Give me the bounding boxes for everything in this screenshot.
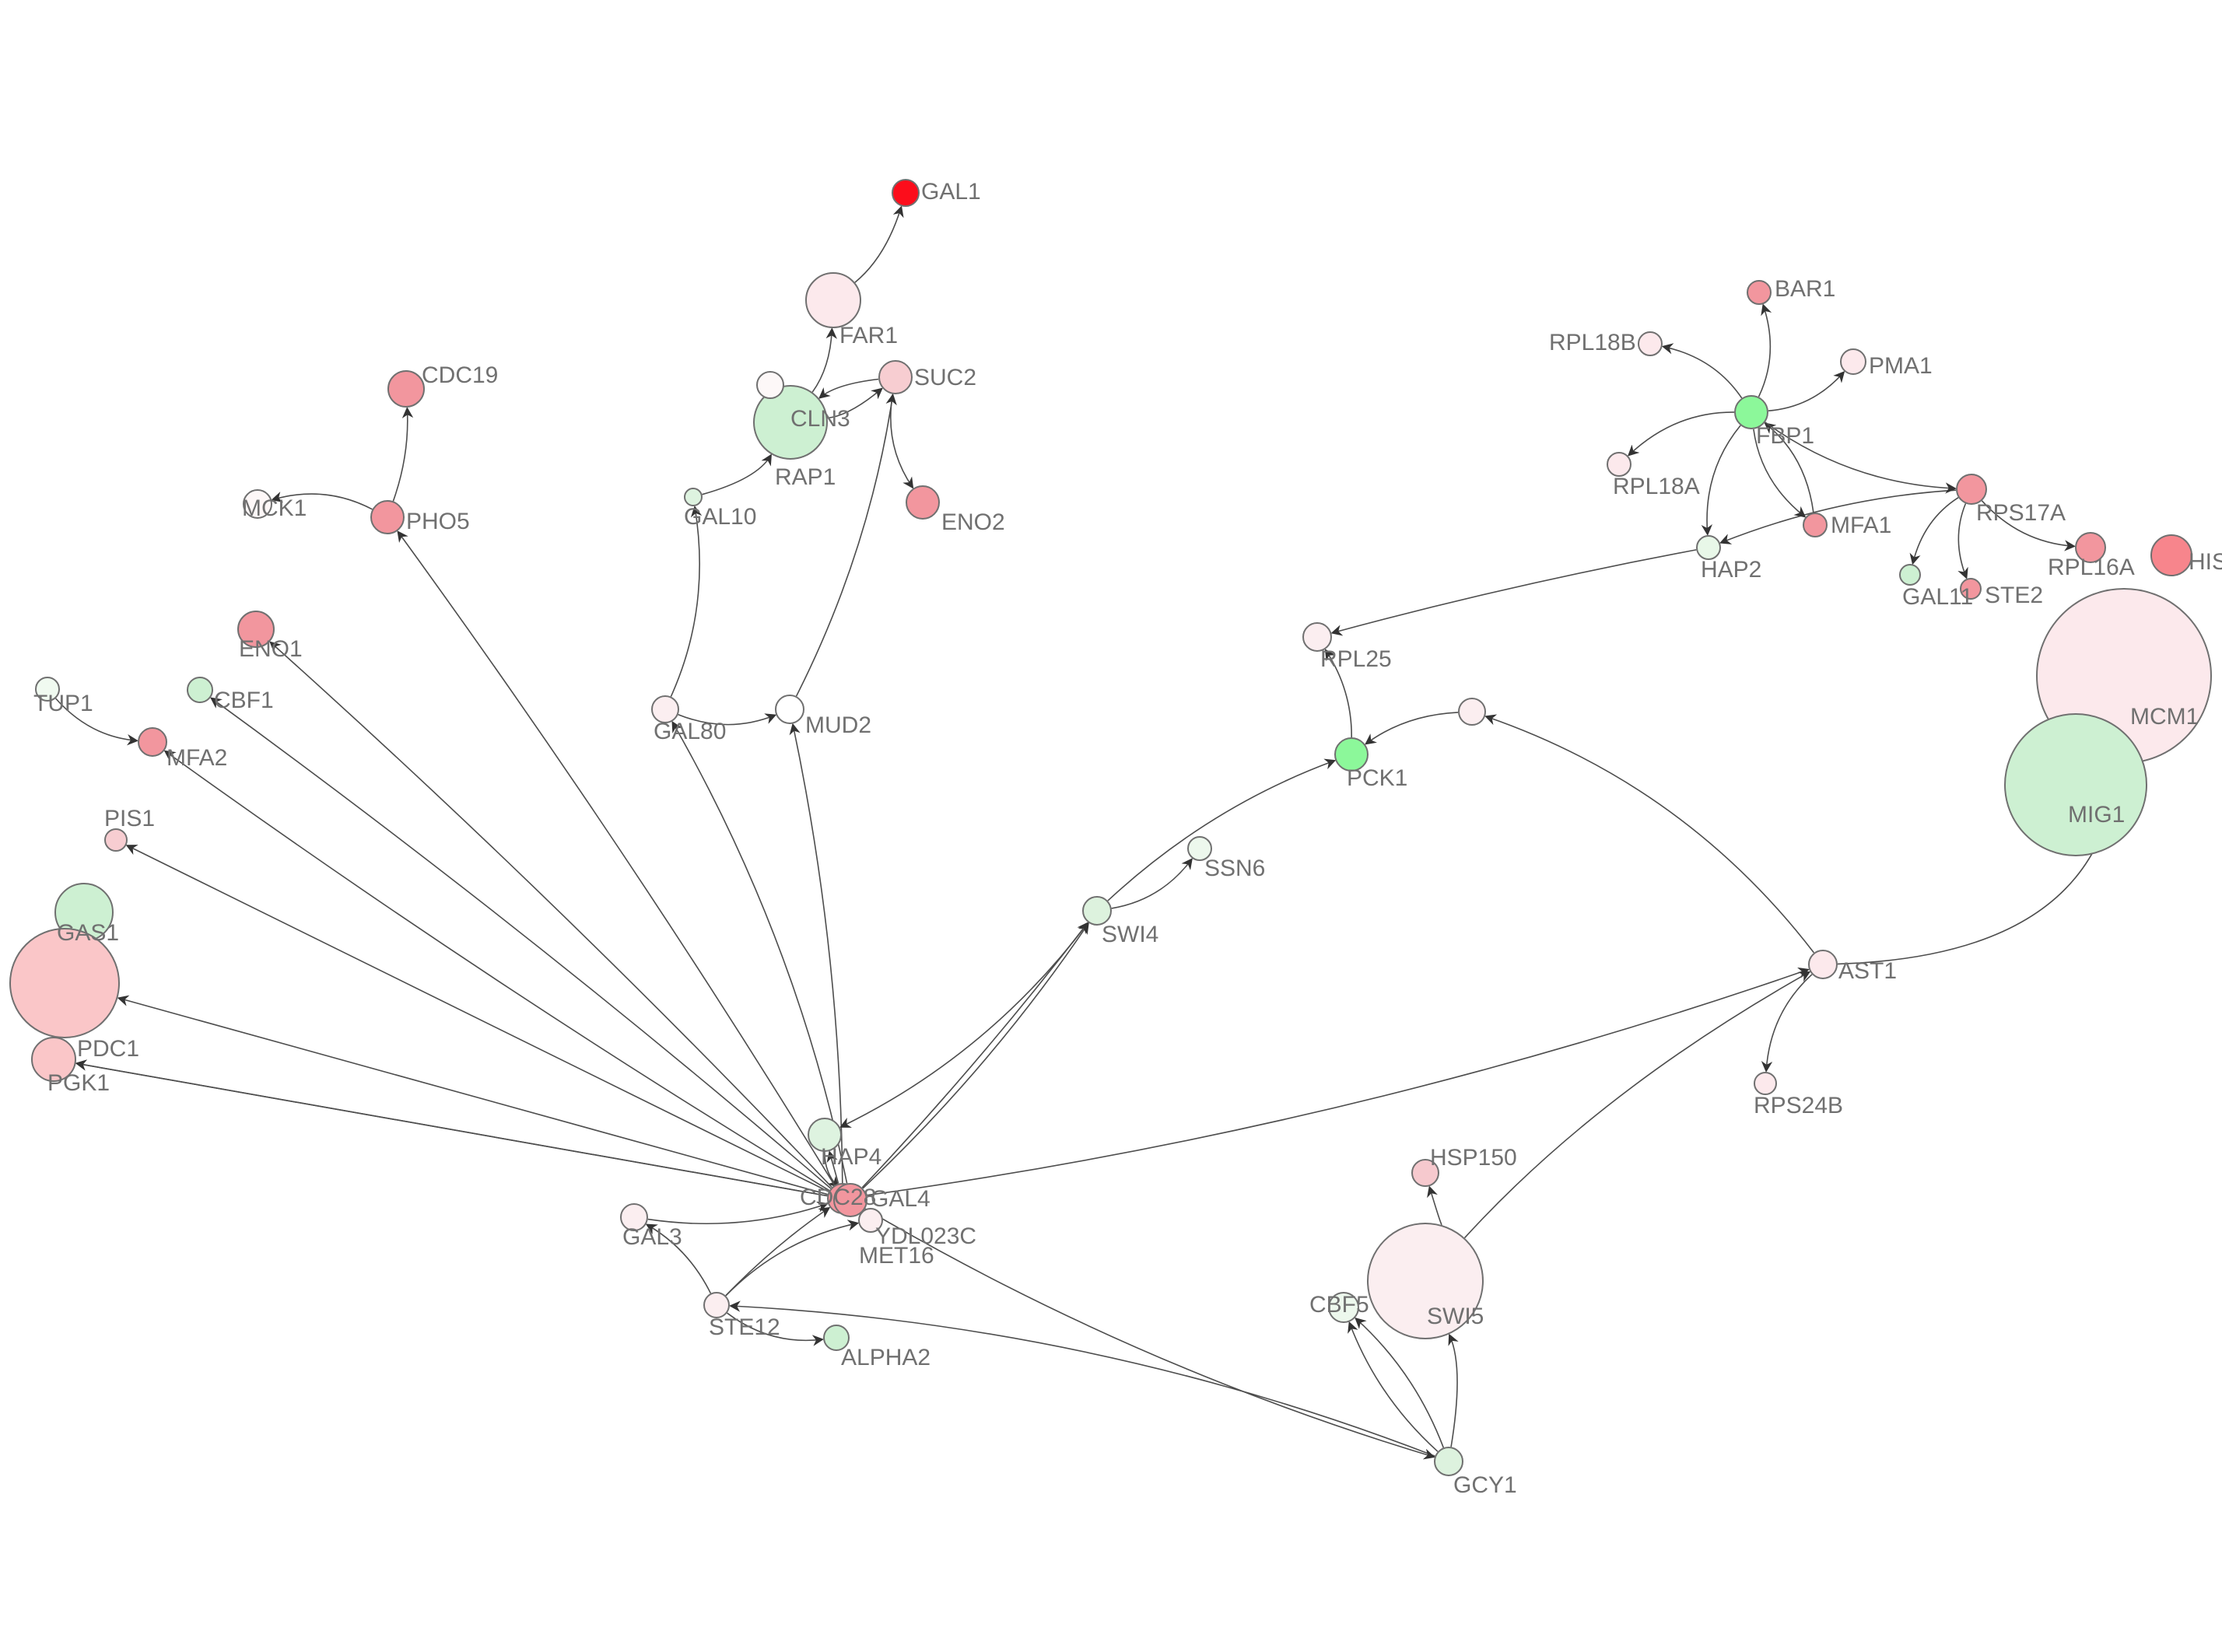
svg-text:SUC2: SUC2 (914, 365, 976, 390)
svg-text:CBF5: CBF5 (1309, 1292, 1369, 1318)
svg-text:PDC1: PDC1 (77, 1036, 139, 1062)
svg-text:GAL10: GAL10 (684, 504, 756, 530)
svg-text:MCM1: MCM1 (2130, 704, 2199, 730)
svg-text:SWI5: SWI5 (1427, 1304, 1484, 1329)
svg-text:ENO1: ENO1 (239, 636, 303, 662)
svg-text:SSN6: SSN6 (1204, 856, 1265, 881)
svg-text:RAP1: RAP1 (775, 464, 836, 490)
svg-text:RPS17A: RPS17A (1976, 500, 2066, 526)
svg-text:PMA1: PMA1 (1869, 353, 1933, 379)
svg-text:ALPHA2: ALPHA2 (841, 1345, 931, 1370)
svg-text:SWI4: SWI4 (1102, 922, 1158, 947)
svg-text:PIS1: PIS1 (104, 806, 155, 831)
svg-text:MET16: MET16 (859, 1243, 934, 1269)
svg-text:CDC19: CDC19 (422, 362, 498, 388)
svg-text:FBP1: FBP1 (1756, 423, 1814, 449)
svg-text:BAR1: BAR1 (1775, 276, 1835, 302)
svg-text:RPS24B: RPS24B (1754, 1093, 1843, 1118)
svg-text:PHO5: PHO5 (406, 509, 470, 534)
svg-text:MFA2: MFA2 (166, 745, 227, 771)
svg-text:CDC28: CDC28 (800, 1185, 876, 1210)
svg-text:CBF1: CBF1 (214, 688, 274, 713)
svg-text:STE2: STE2 (1985, 583, 2043, 608)
svg-text:HIS4: HIS4 (2189, 549, 2222, 575)
svg-text:GAL3: GAL3 (622, 1224, 682, 1250)
svg-text:GAL4: GAL4 (871, 1186, 931, 1212)
svg-text:FAR1: FAR1 (839, 323, 898, 348)
svg-text:GCY1: GCY1 (1453, 1472, 1517, 1498)
svg-text:HSP150: HSP150 (1430, 1145, 1517, 1171)
svg-text:GAL1: GAL1 (921, 179, 981, 205)
svg-text:AST1: AST1 (1838, 958, 1897, 984)
svg-text:RPL18B: RPL18B (1549, 330, 1636, 355)
svg-text:RPL16A: RPL16A (2048, 555, 2135, 580)
svg-text:TUP1: TUP1 (33, 691, 93, 716)
svg-text:GAS1: GAS1 (57, 920, 119, 946)
svg-text:MFA1: MFA1 (1831, 513, 1891, 538)
svg-text:RPL18A: RPL18A (1613, 474, 1700, 499)
svg-text:RPL25: RPL25 (1320, 646, 1392, 672)
svg-text:HAP2: HAP2 (1701, 557, 1761, 583)
svg-text:MCK1: MCK1 (242, 495, 307, 521)
svg-text:MIG1: MIG1 (2068, 802, 2125, 828)
svg-text:GAL11: GAL11 (1902, 584, 1973, 610)
svg-text:PCK1: PCK1 (1347, 765, 1407, 791)
svg-text:STE12: STE12 (709, 1314, 780, 1340)
svg-text:CLN3: CLN3 (790, 406, 850, 432)
svg-text:ENO2: ENO2 (941, 509, 1005, 535)
svg-text:HAP4: HAP4 (821, 1144, 881, 1170)
svg-text:GAL80: GAL80 (654, 719, 726, 744)
svg-text:MUD2: MUD2 (805, 712, 871, 738)
svg-text:PGK1: PGK1 (47, 1070, 110, 1096)
